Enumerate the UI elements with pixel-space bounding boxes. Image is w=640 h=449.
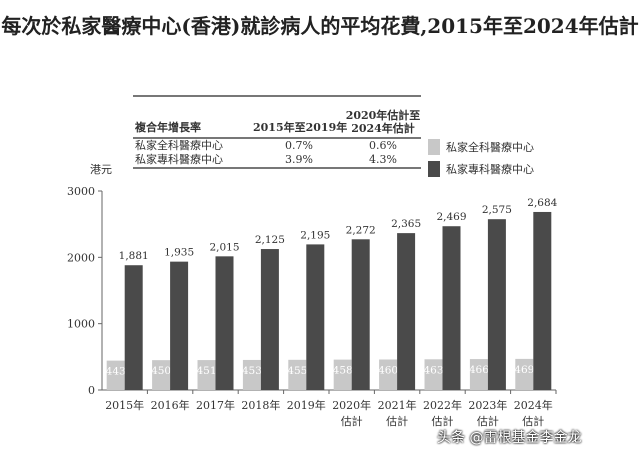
y-tick-label: 0 [88, 384, 95, 397]
x-tick-label: 估計 [341, 414, 363, 428]
cagr-header-period1: 2015年至2019年 [253, 121, 348, 134]
data-label: 455 [287, 365, 307, 377]
data-label: 1,881 [119, 250, 149, 262]
bar [215, 256, 234, 390]
x-tick-label: 2023年 [468, 398, 507, 412]
cagr-cell: 私家全科醫療中心 [135, 139, 223, 152]
legend-swatch [428, 139, 440, 155]
legend-swatch [428, 161, 440, 177]
cagr-cell: 3.9% [285, 153, 313, 166]
cagr-cell: 私家專科醫療中心 [135, 153, 223, 166]
bar [242, 359, 261, 390]
bar [397, 233, 416, 390]
cagr-header-label: 複合年增長率 [135, 121, 201, 134]
data-label: 458 [333, 365, 353, 377]
bar [515, 358, 534, 390]
legend: 私家全科醫療中心 私家專科醫療中心 [428, 136, 534, 180]
chart-title: 每次於私家醫療中心(香港)就診病人的平均花費,2015年至2024年估計 [1, 14, 639, 38]
x-tick-label: 2022年 [423, 398, 462, 412]
watermark: 头条 @雷根基金李金龙 [437, 430, 582, 446]
cagr-row: 私家專科醫療中心 3.9% 4.3% [133, 153, 421, 167]
data-label: 453 [242, 365, 262, 377]
legend-label: 私家專科醫療中心 [446, 163, 534, 176]
data-label: 443 [106, 366, 126, 378]
x-tick-label: 2017年 [196, 398, 235, 412]
y-tick-label: 2000 [67, 251, 95, 264]
bar [288, 359, 307, 390]
x-tick-label: 估計 [522, 414, 544, 428]
x-tick-label: 估計 [477, 414, 499, 428]
data-label: 2,575 [482, 204, 512, 216]
legend-item: 私家全科醫療中心 [428, 136, 534, 158]
x-tick-label: 2021年 [378, 398, 417, 412]
bar [170, 261, 189, 390]
data-label: 469 [514, 364, 534, 376]
bar [351, 239, 370, 390]
cagr-cell: 0.7% [285, 139, 313, 152]
data-label: 2,365 [391, 218, 421, 230]
x-tick-label: 2015年 [105, 398, 144, 412]
x-tick-label: 估計 [386, 414, 408, 428]
data-label: 466 [469, 364, 489, 376]
x-tick-label: 2024年 [514, 398, 553, 412]
x-tick-label: 2018年 [241, 398, 280, 412]
data-label: 2,272 [346, 224, 376, 236]
y-tick-label: 1000 [67, 318, 95, 331]
cagr-cell: 4.3% [369, 153, 397, 166]
bar [442, 226, 461, 390]
x-tick-label: 2016年 [151, 398, 190, 412]
y-tick-label: 3000 [67, 185, 95, 198]
bar [124, 265, 143, 390]
bar [533, 211, 552, 390]
x-tick-label: 2020年 [332, 398, 371, 412]
cagr-table: 複合年增長率 2015年至2019年 2020年估計至2024年估計 私家全科醫… [133, 95, 421, 169]
y-axis-unit: 港元 [90, 163, 112, 176]
bar [333, 359, 352, 390]
data-label: 2,195 [300, 229, 330, 241]
legend-item: 私家專科醫療中心 [428, 158, 534, 180]
data-label: 450 [151, 365, 171, 377]
data-label: 460 [378, 364, 398, 376]
bar [306, 244, 325, 390]
data-label: 451 [196, 365, 216, 377]
bar [260, 249, 279, 390]
data-label: 2,015 [209, 241, 239, 253]
cagr-cell: 0.6% [369, 139, 397, 152]
bar [379, 359, 398, 390]
data-label: 463 [423, 364, 443, 376]
bar [469, 359, 488, 390]
cagr-header: 複合年增長率 2015年至2019年 2020年估計至2024年估計 [133, 97, 421, 139]
bar [106, 360, 125, 390]
data-label: 2,469 [436, 211, 466, 223]
x-tick-label: 2019年 [287, 398, 326, 412]
data-label: 1,935 [164, 247, 194, 259]
legend-label: 私家全科醫療中心 [446, 141, 534, 154]
bar [197, 360, 216, 390]
bar [152, 360, 171, 390]
x-tick-label: 估計 [432, 414, 454, 428]
cagr-row: 私家全科醫療中心 0.7% 0.6% [133, 139, 421, 153]
data-label: 2,125 [255, 234, 285, 246]
bar [487, 219, 506, 390]
bar [424, 359, 443, 390]
data-label: 2,684 [527, 197, 557, 209]
cagr-header-period2: 2020年估計至2024年估計 [345, 109, 421, 135]
